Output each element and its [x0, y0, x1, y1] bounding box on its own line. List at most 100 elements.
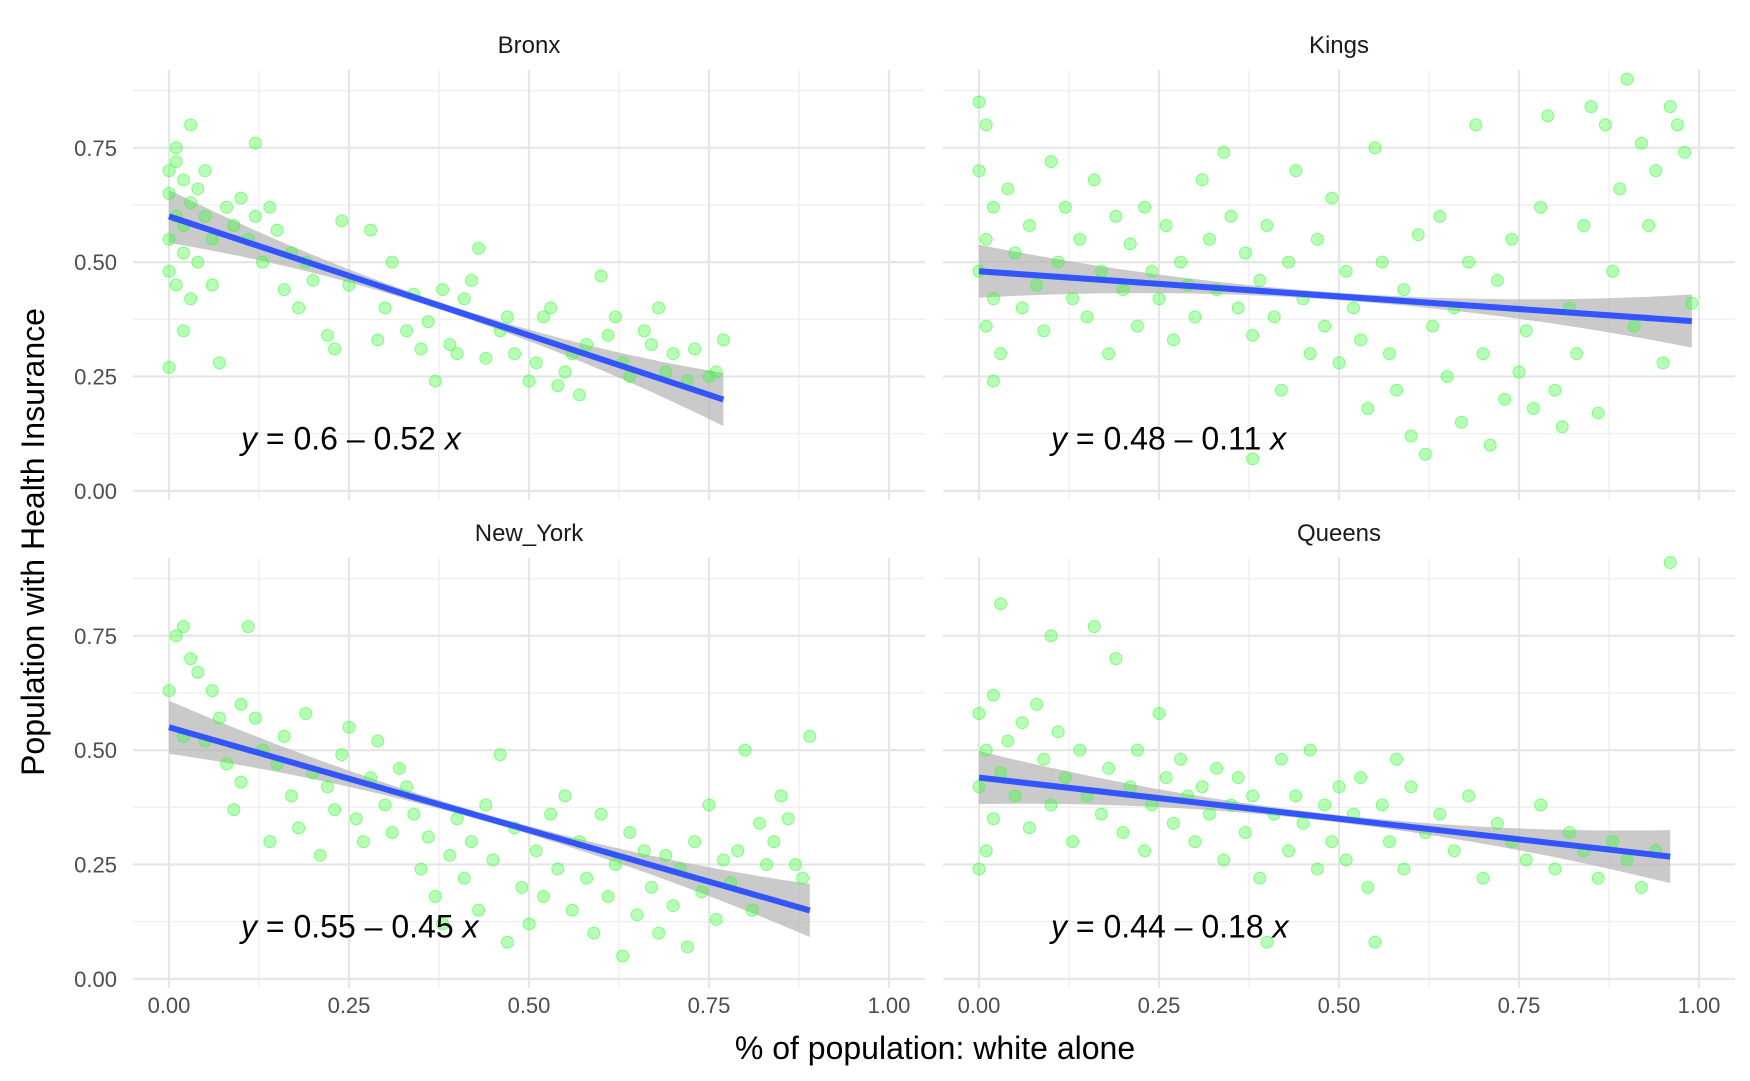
data-point [1159, 219, 1173, 233]
data-point [1404, 780, 1418, 794]
grid [133, 70, 925, 500]
data-point [644, 337, 658, 351]
data-point [695, 885, 709, 899]
data-point [580, 871, 594, 885]
data-point [1138, 844, 1152, 858]
data-point [1462, 255, 1476, 269]
data-point [1238, 825, 1252, 839]
data-point [1325, 835, 1339, 849]
data-point [608, 857, 622, 871]
data-point [1130, 743, 1144, 757]
data-point [1433, 209, 1447, 223]
data-point [1454, 415, 1468, 429]
data-point [364, 223, 378, 237]
data-point [464, 273, 478, 287]
data-point [1505, 232, 1519, 246]
data-point [796, 871, 810, 885]
data-point [1008, 246, 1022, 260]
data-point [1634, 136, 1648, 150]
data-point [1166, 816, 1180, 830]
data-point [1231, 771, 1245, 785]
data-point [1202, 232, 1216, 246]
data-point [1368, 141, 1382, 155]
data-point [986, 688, 1000, 702]
data-point [1656, 356, 1670, 370]
regression-line [978, 268, 1693, 325]
x-axis-ticks-left: 0.00 0.25 0.50 0.75 1.00 [148, 993, 911, 1018]
facet-title: New_York [475, 520, 585, 547]
data-point [1519, 324, 1533, 338]
data-point [1685, 296, 1699, 310]
regression-equation: y = 0.6 – 0.52 x [239, 421, 462, 457]
data-point [184, 196, 198, 210]
data-point [162, 187, 176, 201]
data-point [659, 848, 673, 862]
data-point [313, 848, 327, 862]
data-point [716, 333, 730, 347]
data-point [1282, 844, 1296, 858]
data-point [1318, 319, 1332, 333]
regression-line [168, 213, 725, 403]
data-point [508, 347, 522, 361]
data-point [385, 255, 399, 269]
data-point [1130, 319, 1144, 333]
data-point [1051, 255, 1065, 269]
data-point [979, 743, 993, 757]
data-point [1188, 835, 1202, 849]
fit-line [978, 268, 1693, 325]
data-point [1058, 200, 1072, 214]
data-point [1562, 825, 1576, 839]
data-point [1310, 862, 1324, 876]
data-point [1382, 347, 1396, 361]
data-point [479, 798, 493, 812]
data-point [1382, 835, 1396, 849]
regression-equation: y = 0.48 – 0.11 x [1049, 421, 1287, 457]
data-point [169, 141, 183, 155]
data-point [1210, 761, 1224, 775]
data-point [277, 729, 291, 743]
data-point [994, 597, 1008, 611]
data-point [1397, 862, 1411, 876]
data-point [1548, 862, 1562, 876]
data-point [767, 835, 781, 849]
data-point [1375, 798, 1389, 812]
data-point [1346, 301, 1360, 315]
data-point [385, 825, 399, 839]
data-point [522, 917, 536, 931]
data-point [1447, 844, 1461, 858]
data-point [436, 917, 450, 931]
equation-body: = 0.48 – 0.11 [1067, 421, 1270, 457]
equation-x: x [1268, 421, 1287, 457]
data-point [248, 711, 262, 725]
data-point [443, 848, 457, 862]
data-point [1548, 383, 1562, 397]
data-point [241, 620, 255, 634]
data-point [500, 935, 514, 949]
data-point [1469, 118, 1483, 132]
data-point [630, 908, 644, 922]
data-point [1195, 173, 1209, 187]
data-point [1606, 835, 1620, 849]
data-point [1260, 219, 1274, 233]
x-tick-label: 0.25 [1138, 993, 1181, 1018]
data-point [1202, 807, 1216, 821]
data-point [205, 278, 219, 292]
data-point [1670, 118, 1684, 132]
data-point [184, 118, 198, 132]
data-point [212, 356, 226, 370]
data-point [1066, 835, 1080, 849]
data-point [1375, 255, 1389, 269]
data-point [1253, 871, 1267, 885]
data-point [1361, 880, 1375, 894]
fit-line [168, 213, 725, 403]
data-point [1476, 347, 1490, 361]
data-point [688, 342, 702, 356]
data-point [986, 292, 1000, 306]
data-point [306, 273, 320, 287]
data-point [1094, 264, 1108, 278]
data-point [986, 812, 1000, 826]
data-point [176, 620, 190, 634]
data-point [1001, 182, 1015, 196]
data-point [1678, 145, 1692, 159]
data-point [1073, 743, 1087, 757]
